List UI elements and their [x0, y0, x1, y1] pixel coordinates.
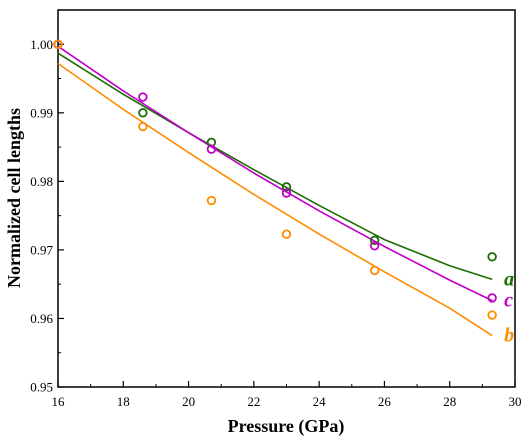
y-tick-label: 1.00: [30, 37, 53, 52]
y-tick-label: 0.95: [30, 380, 53, 395]
x-tick-label: 26: [378, 394, 392, 409]
point-b: [138, 121, 148, 132]
y-tick-label: 0.99: [30, 105, 53, 120]
series-labels: acb: [504, 268, 514, 346]
point-a: [281, 182, 292, 192]
point-c: [369, 241, 380, 251]
point-c: [138, 92, 148, 102]
point-a: [487, 252, 497, 262]
ticks: 16 18 20 22 24 26 28 30 0.95 0.96 0.97 0.98 0.99 1.00: [30, 37, 521, 409]
y-axis-title: Normalized cell lengths: [4, 108, 24, 288]
data-points: [53, 39, 497, 320]
point-a: [369, 235, 380, 246]
point-b: [369, 265, 380, 276]
fit-line-a: [57, 52, 493, 281]
x-tick-label: 28: [443, 394, 456, 409]
fit-lines: [57, 45, 493, 337]
x-tick-label: 30: [509, 394, 522, 409]
point-b: [53, 39, 63, 49]
x-tick-label: 22: [247, 394, 260, 409]
point-b: [281, 229, 292, 239]
point-a: [138, 108, 148, 118]
y-tick-label: 0.98: [30, 174, 53, 189]
point-c: [487, 293, 497, 303]
series-label-b: b: [504, 325, 514, 347]
point-b: [206, 195, 217, 206]
fit-line-c: [57, 45, 493, 302]
series-label-c: c: [504, 290, 513, 312]
x-tick-label: 16: [52, 394, 66, 409]
point-c: [281, 188, 292, 198]
plot-frame: [57, 9, 516, 388]
x-tick-label: 18: [117, 394, 130, 409]
y-tick-label: 0.96: [30, 311, 53, 326]
y-tick-label: 0.97: [30, 242, 53, 257]
series-label-a: a: [504, 268, 514, 290]
x-tick-label: 24: [313, 394, 327, 409]
x-axis-title: Pressure (GPa): [228, 416, 345, 437]
fit-line-b: [57, 62, 493, 337]
point-c: [206, 144, 217, 154]
point-b: [487, 310, 497, 320]
x-tick-label: 20: [182, 394, 195, 409]
